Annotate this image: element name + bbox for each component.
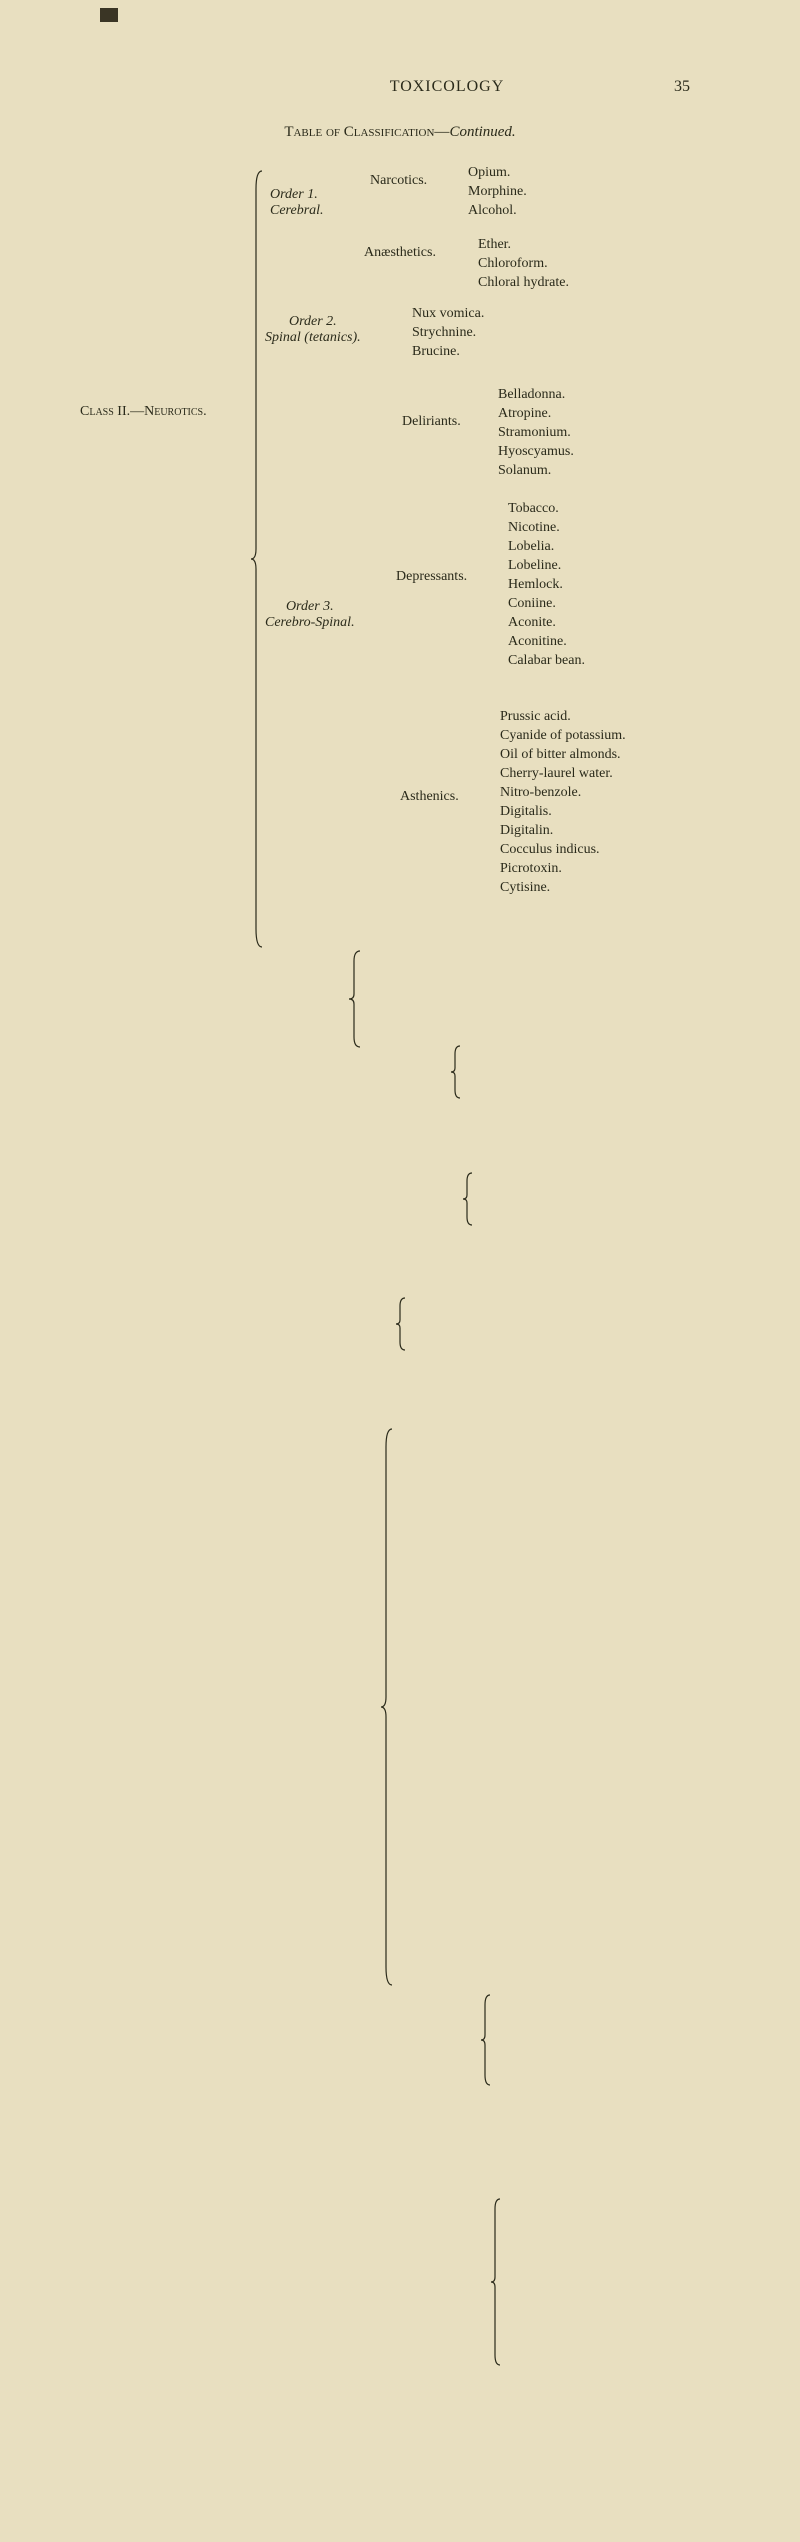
asthenics-item: Cytisine. (500, 878, 626, 897)
page-top-mark (100, 8, 118, 22)
order3-subname: Cerebro-Spinal. (265, 615, 355, 631)
page-title: TOXICOLOGY (220, 78, 674, 96)
narcotics-item: Morphine. (468, 182, 527, 201)
order2-item: Brucine. (412, 342, 484, 361)
depressants-item: Aconite. (508, 613, 585, 632)
subtitle-suffix: Continued. (449, 124, 515, 140)
order2-items: Nux vomica. Strychnine. Brucine. (412, 304, 484, 361)
deliriants-item: Solanum. (498, 461, 574, 480)
header-row: TOXICOLOGY 35 (50, 78, 750, 96)
narcotics-label: Narcotics. (370, 173, 427, 189)
depressants-items: Tobacco. Nicotine. Lobelia. Lobeline. He… (508, 499, 585, 670)
deliriants-item: Belladonna. (498, 385, 574, 404)
order3-name: Order 3. (265, 599, 355, 615)
class-brace (250, 169, 264, 949)
order2-brace (395, 1296, 407, 1352)
order3-label: Order 3. Cerebro-Spinal. (265, 599, 355, 631)
depressants-item: Calabar bean. (508, 651, 585, 670)
order2-item: Nux vomica. (412, 304, 484, 323)
anaesthetics-item: Chloroform. (478, 254, 569, 273)
anaesthetics-label: Anæsthetics. (364, 245, 436, 261)
depressants-item: Lobeline. (508, 556, 585, 575)
table-subtitle: Table of Classification—Continued. (50, 124, 750, 141)
class-label: Class II.—Neurotics. (80, 404, 207, 420)
narcotics-brace (450, 1044, 462, 1100)
order2-item: Strychnine. (412, 323, 484, 342)
anaesthetics-item: Chloral hydrate. (478, 273, 569, 292)
subtitle-prefix: Table of Classification— (284, 124, 449, 140)
depressants-item: Aconitine. (508, 632, 585, 651)
page-number: 35 (674, 78, 690, 96)
deliriants-item: Stramonium. (498, 423, 574, 442)
asthenics-item: Cherry-laurel water. (500, 764, 626, 783)
asthenics-item: Digitalin. (500, 821, 626, 840)
classification-tree: Class II.—Neurotics. Order 1. Cerebral. … (80, 169, 750, 989)
narcotics-item: Opium. (468, 163, 527, 182)
deliriants-item: Atropine. (498, 404, 574, 423)
asthenics-item: Oil of bitter almonds. (500, 745, 626, 764)
depressants-item: Coniine. (508, 594, 585, 613)
order3-brace (380, 1427, 394, 1987)
depressants-item: Nicotine. (508, 518, 585, 537)
narcotics-item: Alcohol. (468, 201, 527, 220)
depressants-item: Lobelia. (508, 537, 585, 556)
depressants-item: Hemlock. (508, 575, 585, 594)
order2-subname: Spinal (tetanics). (265, 330, 361, 346)
anaesthetics-item: Ether. (478, 235, 569, 254)
depressants-brace (490, 2197, 502, 2367)
asthenics-label: Asthenics. (400, 789, 459, 805)
asthenics-item: Cyanide of potassium. (500, 726, 626, 745)
order1-name: Order 1. (270, 187, 324, 203)
depressants-label: Depressants. (396, 569, 467, 585)
asthenics-item: Digitalis. (500, 802, 626, 821)
asthenics-item: Prussic acid. (500, 707, 626, 726)
order1-label: Order 1. Cerebral. (270, 187, 324, 219)
order1-brace (348, 949, 362, 1049)
asthenics-item: Nitro-benzole. (500, 783, 626, 802)
depressants-item: Tobacco. (508, 499, 585, 518)
order2-label: Order 2. Spinal (tetanics). (265, 314, 361, 346)
deliriants-item: Hyoscyamus. (498, 442, 574, 461)
narcotics-items: Opium. Morphine. Alcohol. (468, 163, 527, 220)
asthenics-items: Prussic acid. Cyanide of potassium. Oil … (500, 707, 626, 897)
anaesthetics-brace (462, 1171, 474, 1227)
order1-subname: Cerebral. (270, 203, 324, 219)
deliriants-label: Deliriants. (402, 414, 461, 430)
deliriants-items: Belladonna. Atropine. Stramonium. Hyoscy… (498, 385, 574, 480)
order2-name: Order 2. (265, 314, 361, 330)
asthenics-item: Cocculus indicus. (500, 840, 626, 859)
asthenics-item: Picrotoxin. (500, 859, 626, 878)
anaesthetics-items: Ether. Chloroform. Chloral hydrate. (478, 235, 569, 292)
deliriants-brace (480, 1993, 492, 2083)
